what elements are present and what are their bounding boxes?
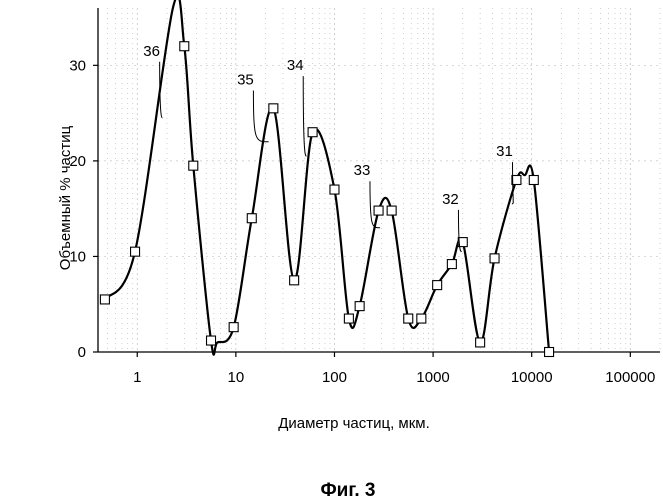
data-point-marker	[180, 42, 189, 51]
data-point-marker	[387, 206, 396, 215]
x-tick-label: 100	[322, 369, 347, 386]
data-point-marker	[308, 128, 317, 137]
callout-leader	[253, 90, 268, 141]
x-tick-label: 1000	[416, 369, 449, 386]
data-point-marker	[545, 348, 554, 357]
data-point-marker	[189, 161, 198, 170]
x-tick-label: 100000	[605, 369, 655, 386]
callout-label-32: 32	[442, 191, 459, 208]
data-point-marker	[355, 302, 364, 311]
data-curve	[105, 0, 549, 355]
y-axis-label: Объемный % частиц	[57, 125, 74, 270]
data-point-marker	[229, 323, 238, 332]
data-point-marker	[529, 176, 538, 185]
x-axis-label: Диаметр частиц, мкм.	[278, 415, 430, 432]
y-tick-label: 0	[78, 344, 86, 361]
data-point-marker	[344, 314, 353, 323]
size-distribution-line	[105, 0, 549, 355]
data-point-marker	[207, 336, 216, 345]
data-markers	[100, 42, 553, 357]
data-point-marker	[417, 314, 426, 323]
x-tick-label: 1	[133, 369, 141, 386]
data-point-marker	[290, 276, 299, 285]
faint-grid	[98, 8, 660, 352]
callout-label-35: 35	[237, 71, 254, 88]
axes	[93, 8, 660, 357]
data-point-marker	[476, 338, 485, 347]
data-point-marker	[100, 295, 109, 304]
data-point-marker	[433, 281, 442, 290]
y-tick-label: 30	[69, 57, 86, 74]
data-point-marker	[404, 314, 413, 323]
callout-label-34: 34	[287, 57, 304, 74]
x-tick-label: 10	[228, 369, 245, 386]
x-tick-label: 10000	[511, 369, 553, 386]
data-point-marker	[374, 206, 383, 215]
x-tick-labels: 1 10 100 1000 10000 100000	[133, 369, 655, 386]
data-point-marker	[447, 260, 456, 269]
data-point-marker	[247, 214, 256, 223]
data-point-marker	[512, 176, 521, 185]
callout-label-31: 31	[496, 143, 513, 160]
callout-label-36: 36	[143, 43, 160, 60]
data-point-marker	[269, 104, 278, 113]
data-point-marker	[330, 185, 339, 194]
data-point-marker	[131, 247, 140, 256]
callout-label-33: 33	[354, 162, 371, 179]
data-point-marker	[490, 254, 499, 263]
figure-caption: Фиг. 3	[320, 480, 375, 500]
